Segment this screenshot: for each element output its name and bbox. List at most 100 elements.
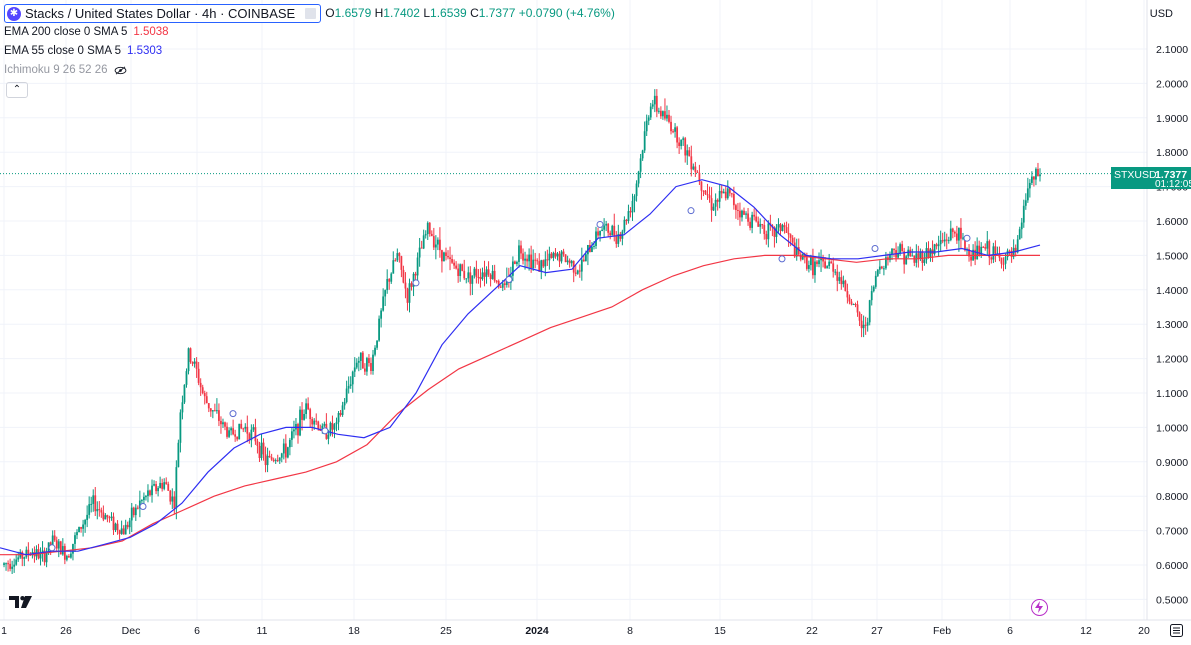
candle-body (641, 150, 644, 159)
candle-body (260, 442, 263, 458)
candle-body (436, 239, 439, 245)
candle-body (439, 239, 441, 251)
candle-body (854, 304, 857, 306)
candle-body (165, 482, 168, 484)
candle-body (313, 420, 316, 425)
candle-body (812, 256, 814, 276)
x-tick-label: Feb (933, 625, 951, 637)
candle-body (331, 422, 334, 430)
candle-body (422, 235, 425, 249)
candle-body (1030, 176, 1033, 183)
y-tick-label: 1.0000 (1156, 422, 1188, 434)
candle-body (503, 283, 506, 285)
candle-body (151, 485, 153, 496)
candle-body (885, 257, 887, 269)
event-marker (505, 275, 513, 283)
candle-body (962, 237, 964, 239)
y-tick-label: 2.1000 (1156, 44, 1188, 56)
candle-body (1002, 263, 1005, 265)
candle-body (161, 482, 164, 489)
symbol-title-box[interactable]: ✱ Stacks / United States Dollar · 4h · C… (4, 4, 322, 23)
legend-ichimoku-row[interactable]: Ichimoku 9 26 52 26 (4, 61, 615, 80)
candle-body (90, 503, 93, 505)
legend-ema200-row[interactable]: EMA 200 close 0 SMA 5 1.5038 (4, 23, 615, 42)
candle-body (27, 549, 30, 555)
candle-body (846, 291, 849, 298)
candle-body (246, 426, 249, 434)
settings-icon[interactable] (1170, 624, 1183, 637)
time-axis: 1 26 Dec 6 11 18 25 2024 8 15 22 27 Feb 6 12 20 (1, 625, 1150, 637)
candle-body (398, 253, 401, 257)
candle-body (286, 447, 289, 458)
x-tick-label: 8 (627, 625, 633, 637)
candle-body (140, 500, 143, 502)
candle-body (593, 245, 595, 247)
candle-body (195, 361, 198, 369)
candle-body (876, 269, 879, 276)
candle-body (730, 193, 733, 195)
eye-slash-icon[interactable] (114, 66, 127, 75)
candle-body (767, 223, 770, 240)
candle-body (368, 358, 370, 364)
candle-body (777, 224, 780, 228)
candle-body (501, 283, 504, 288)
lightning-icon[interactable] (1031, 599, 1048, 616)
candle-body (201, 387, 204, 394)
tradingview-logo[interactable] (9, 596, 33, 609)
candle-body (773, 227, 776, 237)
candle-body (868, 300, 871, 323)
candle-body (747, 213, 749, 222)
candle-body (692, 166, 695, 170)
candle-body (753, 214, 756, 217)
x-tick-label: 1 (1, 625, 7, 637)
candle-body (366, 358, 368, 372)
candle-body (240, 423, 243, 429)
candle-body (945, 239, 948, 241)
candles (3, 89, 1041, 575)
candle-body (939, 240, 942, 245)
candle-body (467, 272, 470, 279)
candle-body (516, 261, 518, 264)
candle-body (968, 248, 970, 257)
y-tick-label: 1.5000 (1156, 250, 1188, 262)
event-marker (229, 410, 237, 418)
candle-body (548, 253, 551, 261)
candle-body (814, 261, 816, 276)
candle-body (878, 266, 881, 270)
candle-body (280, 453, 283, 458)
candle-body (337, 412, 340, 423)
candle-body (394, 260, 397, 262)
candle-body (982, 246, 985, 248)
candle-body (647, 117, 650, 121)
candle-body (538, 261, 541, 272)
candle-body (834, 271, 837, 273)
candle-body (96, 509, 99, 512)
candle-body (266, 455, 269, 466)
candle-body (453, 262, 455, 266)
candle-body (862, 324, 865, 329)
candle-body (787, 232, 790, 235)
candle-body (874, 275, 877, 287)
candle-body (903, 251, 906, 265)
candle-body (688, 150, 691, 157)
ema200-value: 1.5038 (133, 26, 169, 38)
candle-body (791, 237, 794, 243)
candle-body (564, 254, 567, 263)
candle-body (276, 460, 279, 462)
legend-ema55-row[interactable]: EMA 55 close 0 SMA 5 1.5303 (4, 42, 615, 61)
collapse-legend-button[interactable]: ⌃ (6, 82, 28, 98)
candle-body (124, 524, 127, 535)
candle-body (11, 566, 14, 569)
flag-icon[interactable] (305, 8, 317, 19)
candle-body (84, 520, 87, 525)
currency-button[interactable]: USD (1149, 8, 1173, 20)
candle-body (832, 263, 835, 272)
x-tick-label: 11 (257, 625, 268, 637)
candle-body (749, 221, 751, 228)
candle-body (432, 236, 435, 248)
candle-body (680, 139, 683, 147)
candle-body (560, 251, 563, 262)
candle-body (341, 405, 344, 415)
candle-body (262, 442, 265, 455)
